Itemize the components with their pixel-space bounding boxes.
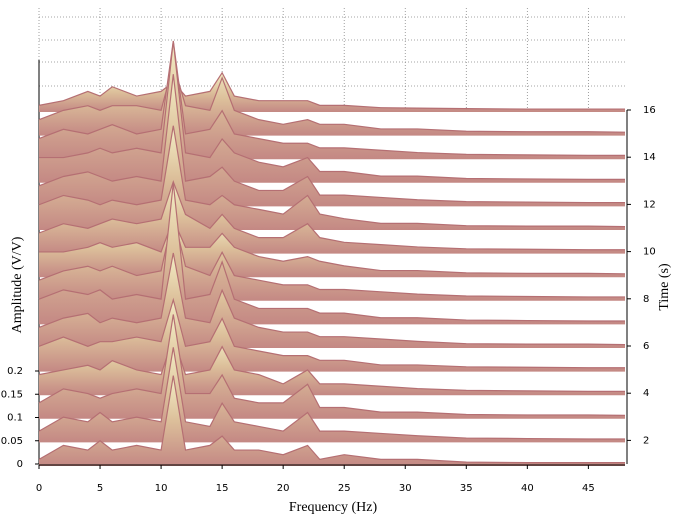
x-tick-label: 0 xyxy=(36,483,42,494)
x-tick-label: 35 xyxy=(460,483,473,494)
slice-area xyxy=(39,314,625,419)
slice-area xyxy=(39,375,625,466)
slice-line xyxy=(38,252,626,346)
slice-line xyxy=(38,347,625,440)
slice-line xyxy=(38,182,625,322)
slice-area xyxy=(39,74,625,207)
slice-line xyxy=(38,314,626,417)
x-tick-label: 20 xyxy=(277,483,290,494)
y-tick-label: 0.2 xyxy=(7,366,23,377)
slice-line xyxy=(38,125,626,228)
slice-area xyxy=(39,41,625,183)
slice-area xyxy=(39,72,625,112)
slice-line xyxy=(38,40,625,156)
slice-line xyxy=(38,61,626,133)
slice-line xyxy=(38,71,625,110)
z-tick-label: 4 xyxy=(643,388,649,399)
slice-area xyxy=(39,337,625,396)
x-tick-label: 40 xyxy=(521,483,534,494)
y-tick-label: 0.15 xyxy=(1,389,23,400)
z-tick-label: 2 xyxy=(643,435,649,446)
z-tick-label: 6 xyxy=(643,341,649,352)
slice-area xyxy=(39,181,625,254)
slice-area xyxy=(39,253,625,348)
slice-area xyxy=(39,125,625,230)
slice-area xyxy=(39,182,625,325)
y-tick-label: 0.05 xyxy=(1,436,23,447)
slice-line xyxy=(38,214,625,298)
slice-line xyxy=(39,217,626,275)
slice-area xyxy=(39,63,625,136)
x-tick-label: 25 xyxy=(338,483,351,494)
y-tick-label: 0 xyxy=(17,459,23,470)
z-tick-label: 16 xyxy=(643,105,656,116)
slice-line xyxy=(39,41,625,181)
x-tick-label: 15 xyxy=(216,483,229,494)
z-tick-label: 12 xyxy=(643,199,656,210)
y-axis-label: Amplitude (V/V) xyxy=(10,236,25,333)
x-tick-label: 45 xyxy=(582,483,595,494)
slice-area xyxy=(39,347,625,443)
slice-area xyxy=(39,299,625,372)
slice-area xyxy=(39,40,625,160)
slice-area xyxy=(39,215,625,301)
x-tick-label: 10 xyxy=(155,483,168,494)
y-tick-label: 0.1 xyxy=(7,413,23,424)
z-axis-label: Time (s) xyxy=(657,263,672,311)
z-tick-label: 10 xyxy=(643,247,656,258)
z-tick-label: 8 xyxy=(643,294,649,305)
z-tick-label: 14 xyxy=(643,152,656,163)
x-tick-label: 5 xyxy=(97,483,103,494)
x-axis-label: Frequency (Hz) xyxy=(289,500,378,515)
slice-line xyxy=(38,297,625,369)
slice-line xyxy=(38,335,625,392)
slice-line xyxy=(38,180,625,251)
slice-area xyxy=(39,219,625,278)
slice-line xyxy=(38,375,625,464)
slice-line xyxy=(38,74,625,204)
x-tick-label: 30 xyxy=(399,483,412,494)
